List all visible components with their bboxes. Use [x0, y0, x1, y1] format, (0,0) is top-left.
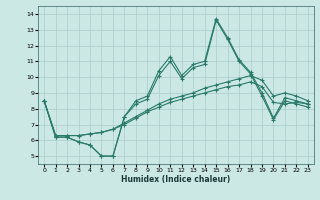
X-axis label: Humidex (Indice chaleur): Humidex (Indice chaleur) — [121, 175, 231, 184]
